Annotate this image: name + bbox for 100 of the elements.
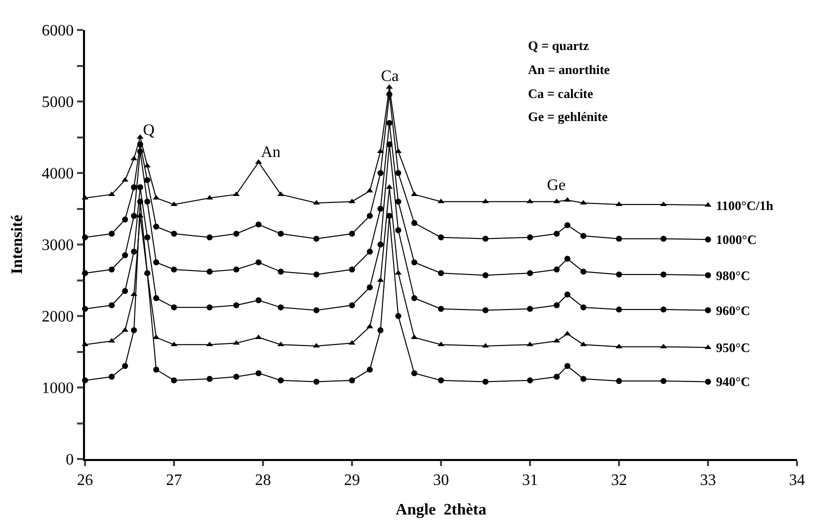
- point: [366, 284, 373, 290]
- point: [144, 234, 150, 240]
- x-tick-label: 34: [789, 472, 805, 490]
- point: [153, 295, 160, 302]
- annotation: An: [261, 144, 281, 161]
- point: [564, 292, 570, 298]
- point: [395, 170, 402, 176]
- point: [395, 313, 402, 319]
- y-tick-label: 4000: [42, 166, 74, 183]
- point: [256, 370, 262, 376]
- point: [256, 259, 262, 266]
- point: [705, 236, 711, 242]
- point: [386, 141, 392, 148]
- annotation: Ge = gehlénite: [528, 109, 608, 124]
- point: [206, 234, 213, 240]
- point: [438, 270, 444, 276]
- point: [554, 266, 560, 273]
- point: [377, 242, 384, 248]
- y-tick-label: 5000: [42, 94, 74, 112]
- point: [313, 272, 320, 278]
- point: [386, 212, 392, 219]
- point: [660, 236, 666, 242]
- point: [580, 304, 586, 310]
- point: [348, 198, 356, 204]
- point: [122, 252, 128, 258]
- point: [411, 220, 418, 226]
- point: [153, 224, 160, 230]
- point: [527, 377, 533, 384]
- point: [377, 327, 384, 334]
- point: [171, 230, 177, 237]
- point: [704, 202, 712, 207]
- point: [660, 272, 666, 278]
- point: [395, 227, 402, 234]
- point: [171, 266, 177, 273]
- point: [438, 377, 444, 384]
- point: [256, 221, 262, 228]
- x-tick-label: 30: [433, 472, 449, 490]
- point: [278, 268, 284, 275]
- point: [206, 376, 213, 382]
- series-label: 960°C: [716, 303, 750, 318]
- point: [130, 248, 137, 255]
- point: [705, 378, 711, 385]
- point: [108, 230, 115, 237]
- annotation: Ge: [547, 177, 566, 194]
- point: [313, 236, 320, 242]
- x-tick-label: 27: [166, 472, 182, 490]
- y-tick-label: 0: [66, 452, 74, 469]
- point: [386, 120, 392, 126]
- point: [616, 236, 622, 242]
- point: [313, 307, 320, 314]
- point: [256, 297, 262, 304]
- series-label: 1000°C: [716, 232, 757, 247]
- series-label: 950°C: [716, 340, 750, 355]
- point: [349, 377, 355, 384]
- point: [554, 374, 560, 380]
- y-tick-label: 6000: [42, 22, 74, 40]
- x-axis-title: Angle 2thèta: [396, 501, 486, 518]
- y-tick-label: 3000: [42, 237, 74, 254]
- point: [153, 366, 160, 373]
- point: [278, 377, 284, 384]
- point: [386, 91, 392, 98]
- point: [278, 230, 284, 237]
- point: [660, 378, 666, 384]
- point: [438, 234, 444, 240]
- point: [554, 302, 560, 308]
- point: [564, 363, 570, 370]
- point: [171, 304, 177, 310]
- point: [482, 272, 488, 278]
- point: [564, 256, 570, 262]
- x-tick-label: 26: [77, 472, 93, 490]
- point: [171, 377, 177, 384]
- point: [616, 272, 622, 278]
- series-label: 940°C: [716, 374, 750, 389]
- y-tick-label: 1000: [42, 380, 74, 398]
- point: [278, 304, 284, 310]
- point: [137, 148, 144, 155]
- point: [122, 288, 128, 294]
- annotation: Ca: [381, 68, 399, 85]
- point: [616, 201, 622, 206]
- point: [137, 141, 144, 148]
- point: [482, 378, 488, 385]
- point: [348, 340, 356, 345]
- point: [108, 374, 115, 380]
- point: [705, 272, 711, 278]
- point: [411, 370, 418, 376]
- annotation: Q: [143, 122, 155, 139]
- point: [349, 230, 355, 237]
- point: [564, 222, 570, 228]
- point: [233, 302, 240, 308]
- point: [108, 266, 115, 273]
- point: [170, 342, 178, 346]
- point: [526, 342, 534, 346]
- point: [206, 268, 213, 275]
- point: [377, 148, 384, 154]
- annotation: Ca = calcite: [528, 86, 594, 101]
- point: [660, 306, 666, 313]
- x-tick-label: 33: [700, 472, 716, 490]
- point: [616, 306, 622, 313]
- point: [130, 212, 137, 219]
- point: [554, 230, 560, 237]
